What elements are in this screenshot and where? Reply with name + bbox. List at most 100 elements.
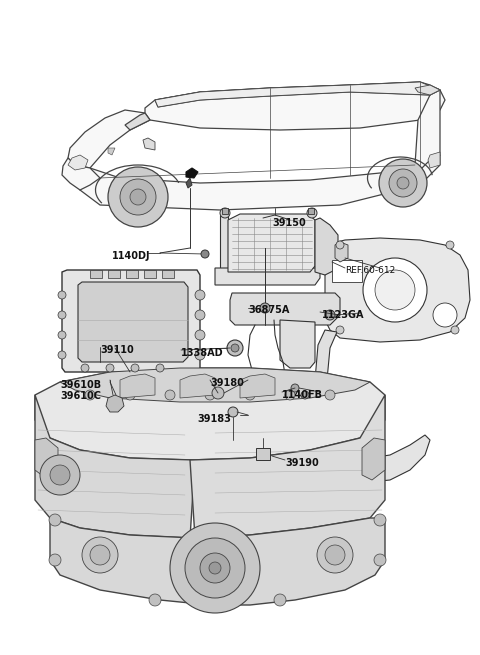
Circle shape xyxy=(49,554,61,566)
Text: 39110: 39110 xyxy=(100,345,134,355)
Polygon shape xyxy=(78,282,188,362)
Bar xyxy=(256,448,270,460)
Polygon shape xyxy=(325,435,430,482)
Polygon shape xyxy=(180,374,215,398)
Polygon shape xyxy=(280,320,315,368)
Polygon shape xyxy=(186,178,192,188)
Polygon shape xyxy=(362,438,385,480)
Circle shape xyxy=(325,390,335,400)
Circle shape xyxy=(220,208,230,218)
Text: 39610C: 39610C xyxy=(60,391,101,401)
Bar xyxy=(222,208,228,214)
Polygon shape xyxy=(68,155,88,170)
Circle shape xyxy=(260,303,270,313)
Circle shape xyxy=(108,167,168,227)
Polygon shape xyxy=(145,82,445,130)
Polygon shape xyxy=(162,270,174,278)
Text: 1123GA: 1123GA xyxy=(322,310,364,320)
Circle shape xyxy=(201,250,209,258)
Circle shape xyxy=(90,545,110,565)
Circle shape xyxy=(170,523,260,613)
Text: 1338AD: 1338AD xyxy=(181,348,224,358)
Circle shape xyxy=(274,594,286,606)
Polygon shape xyxy=(62,158,100,190)
Text: 39190: 39190 xyxy=(285,458,319,468)
Polygon shape xyxy=(125,113,150,130)
Circle shape xyxy=(307,208,317,218)
Polygon shape xyxy=(50,518,385,605)
Circle shape xyxy=(156,364,164,372)
Circle shape xyxy=(81,364,89,372)
Circle shape xyxy=(50,465,70,485)
Circle shape xyxy=(212,387,224,399)
Polygon shape xyxy=(415,85,440,95)
Circle shape xyxy=(106,364,114,372)
Circle shape xyxy=(363,258,427,322)
Polygon shape xyxy=(35,438,58,480)
Text: 39150: 39150 xyxy=(272,218,306,228)
Circle shape xyxy=(245,390,255,400)
Circle shape xyxy=(397,177,409,189)
Circle shape xyxy=(374,554,386,566)
Polygon shape xyxy=(75,155,440,210)
Polygon shape xyxy=(155,82,440,107)
Circle shape xyxy=(195,330,205,340)
Polygon shape xyxy=(315,330,337,460)
Circle shape xyxy=(58,351,66,359)
Polygon shape xyxy=(325,238,470,342)
Polygon shape xyxy=(108,148,115,155)
Circle shape xyxy=(85,390,95,400)
Polygon shape xyxy=(106,395,124,412)
Circle shape xyxy=(205,390,215,400)
Polygon shape xyxy=(186,168,198,178)
Polygon shape xyxy=(143,138,155,150)
Text: 1140FB: 1140FB xyxy=(282,390,323,400)
Polygon shape xyxy=(335,242,348,262)
Polygon shape xyxy=(120,374,155,398)
Circle shape xyxy=(375,270,415,310)
Text: 39610B: 39610B xyxy=(60,380,101,390)
Circle shape xyxy=(195,310,205,320)
Circle shape xyxy=(379,159,427,207)
Text: 39180: 39180 xyxy=(210,378,244,388)
Circle shape xyxy=(301,391,309,399)
Polygon shape xyxy=(240,374,275,398)
Polygon shape xyxy=(90,270,102,278)
Circle shape xyxy=(131,364,139,372)
Bar xyxy=(332,260,362,282)
Polygon shape xyxy=(415,88,440,170)
Circle shape xyxy=(325,545,345,565)
Polygon shape xyxy=(68,110,150,168)
Circle shape xyxy=(165,390,175,400)
Polygon shape xyxy=(428,152,440,168)
Circle shape xyxy=(200,553,230,583)
Circle shape xyxy=(125,390,135,400)
Circle shape xyxy=(317,537,353,573)
Circle shape xyxy=(40,455,80,495)
Circle shape xyxy=(231,344,239,352)
Polygon shape xyxy=(215,268,320,285)
Text: REF.60-612: REF.60-612 xyxy=(345,266,395,275)
Circle shape xyxy=(227,340,243,356)
Circle shape xyxy=(389,169,417,197)
Polygon shape xyxy=(230,293,340,325)
Polygon shape xyxy=(315,218,338,275)
Circle shape xyxy=(185,538,245,598)
Polygon shape xyxy=(108,270,120,278)
Circle shape xyxy=(374,514,386,526)
Circle shape xyxy=(285,390,295,400)
Circle shape xyxy=(130,189,146,205)
Circle shape xyxy=(325,310,335,320)
Polygon shape xyxy=(35,368,385,460)
Circle shape xyxy=(195,350,205,360)
Circle shape xyxy=(82,537,118,573)
Polygon shape xyxy=(35,395,195,538)
Circle shape xyxy=(336,326,344,334)
Text: 36875A: 36875A xyxy=(248,305,289,315)
Polygon shape xyxy=(144,270,156,278)
Polygon shape xyxy=(126,270,138,278)
Circle shape xyxy=(446,241,454,249)
Polygon shape xyxy=(62,270,200,372)
Polygon shape xyxy=(220,215,228,280)
Circle shape xyxy=(451,326,459,334)
